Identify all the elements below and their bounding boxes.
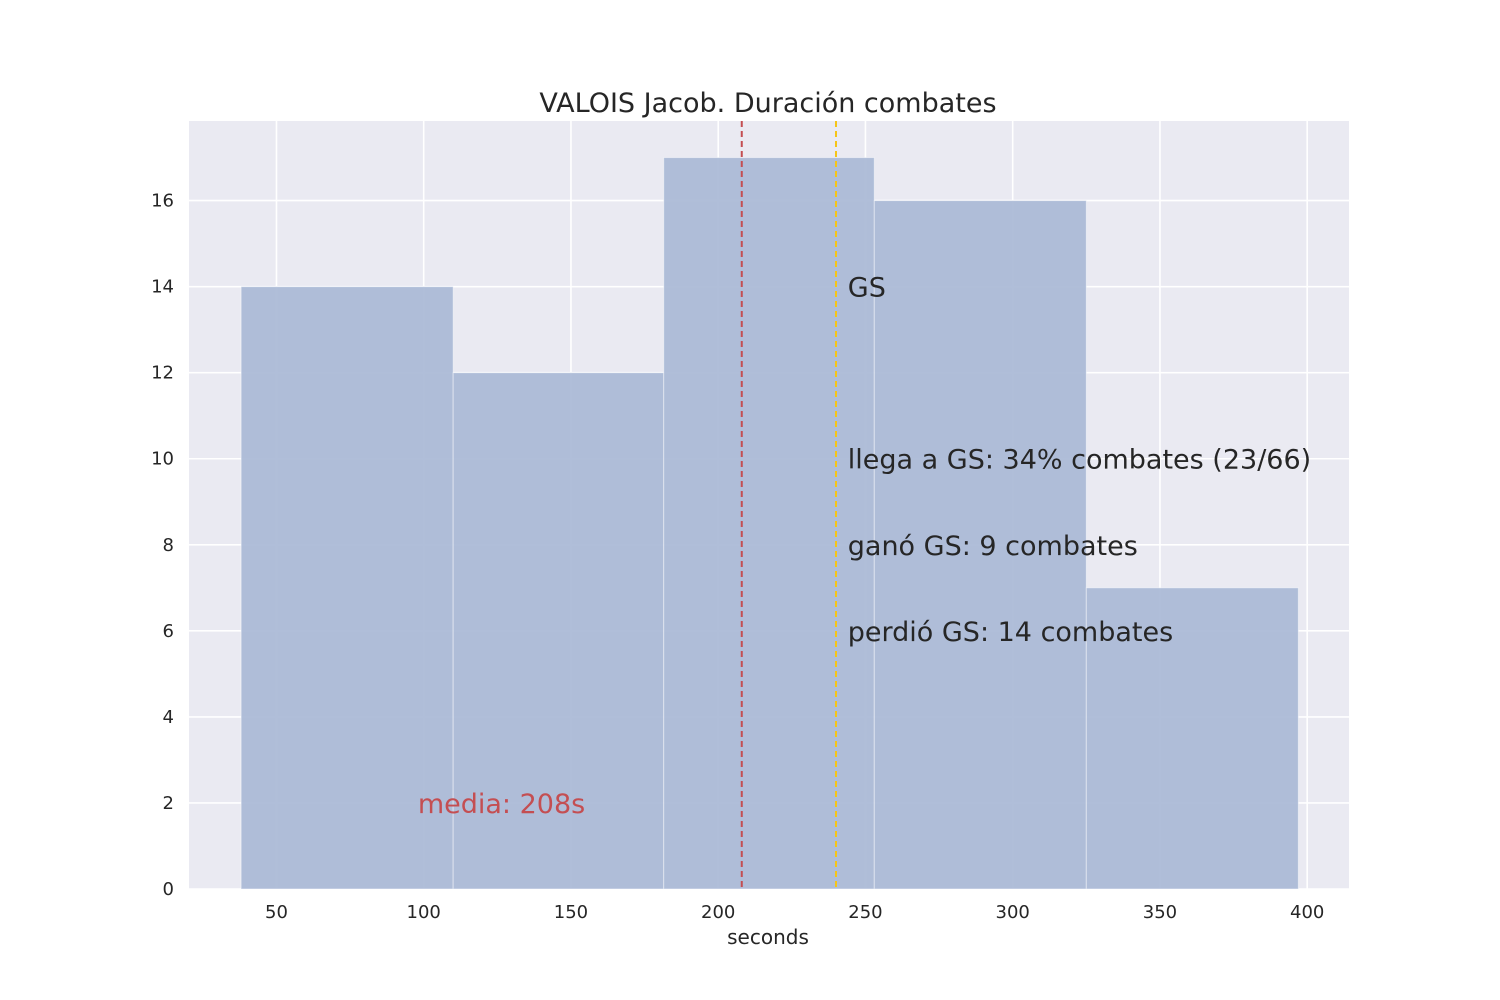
reference-lines — [740, 121, 837, 889]
y-tick-label: 6 — [163, 621, 174, 642]
annotation-text: llega a GS: 34% combates (23/66) — [848, 445, 1311, 476]
annotations: media: 208s GS llega a GS: 34% combates (2… — [418, 273, 1311, 820]
histogram-bar — [663, 157, 875, 890]
y-tick-label: 2 — [163, 793, 174, 814]
y-tick-label: 10 — [151, 449, 174, 470]
y-tick-label: 16 — [151, 191, 174, 212]
x-tick-label: 250 — [848, 902, 882, 923]
chart-title: VALOIS Jacob. Duración combates — [539, 88, 996, 119]
y-tick-label: 4 — [163, 707, 174, 728]
x-tick-label: 150 — [554, 902, 588, 923]
gs-label: GS — [848, 273, 886, 304]
annotation-text: ganó GS: 9 combates — [848, 531, 1138, 562]
y-tick-label: 12 — [151, 363, 174, 384]
y-axis-ticks: 0 2 4 6 8 10 12 14 16 — [151, 191, 174, 900]
histogram-bar — [240, 286, 454, 890]
x-tick-label: 300 — [996, 902, 1030, 923]
x-axis-label: seconds — [727, 925, 809, 949]
x-tick-label: 400 — [1290, 902, 1324, 923]
y-tick-label: 8 — [163, 535, 174, 556]
x-tick-label: 350 — [1143, 902, 1177, 923]
x-axis-ticks: 50 100 150 200 250 300 350 400 — [265, 902, 1324, 923]
y-tick-label: 0 — [163, 879, 174, 900]
x-tick-label: 100 — [407, 902, 441, 923]
histogram-bar — [452, 372, 665, 890]
x-tick-label: 200 — [701, 902, 735, 923]
mean-label: media: 208s — [418, 789, 585, 820]
annotation-text: perdió GS: 14 combates — [848, 617, 1173, 648]
histogram-bars — [240, 157, 1299, 890]
x-tick-label: 50 — [265, 902, 288, 923]
histogram-bar — [1085, 587, 1299, 890]
y-tick-label: 14 — [151, 277, 174, 298]
histogram-bar — [873, 200, 1087, 890]
